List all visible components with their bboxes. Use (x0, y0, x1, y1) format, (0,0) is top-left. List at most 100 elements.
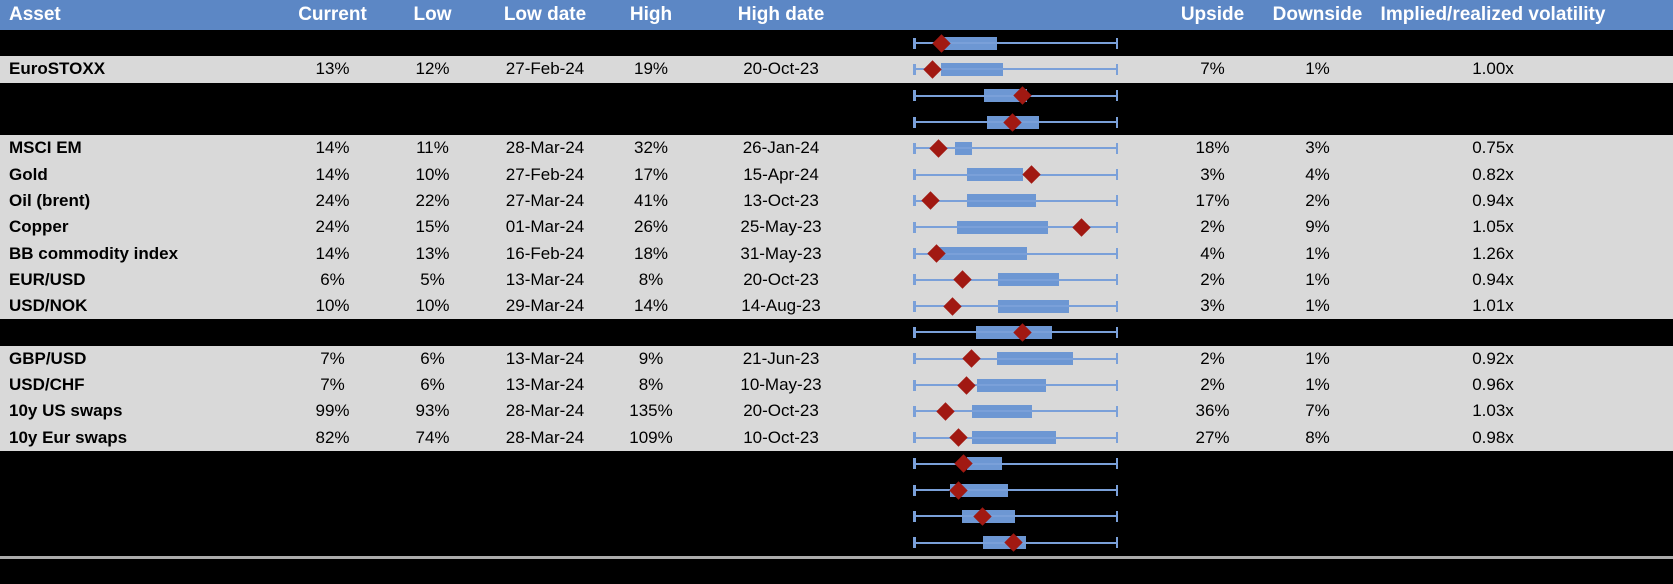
upside-cell (1160, 451, 1265, 477)
boxplot-right-cap (1115, 537, 1118, 549)
boxplot-whisker-line (913, 147, 1118, 150)
high-cell: 19% (633, 59, 669, 79)
current-cell: 14% (315, 243, 350, 263)
high-cell: 135% (629, 401, 673, 421)
upside-cell: 27% (1195, 427, 1230, 447)
upside-cell: 36% (1195, 401, 1230, 421)
low-date-cell (490, 451, 600, 477)
boxplot (913, 56, 1118, 82)
downside-cell: 1% (1305, 59, 1330, 79)
high-cell (600, 477, 702, 503)
high-cell (600, 451, 702, 477)
column-header-downside: Downside (1272, 4, 1363, 25)
downside-cell: 9% (1305, 217, 1330, 237)
high-date-cell: 13-Oct-23 (743, 190, 819, 210)
boxplot-left-cap (913, 116, 916, 128)
asset-cell (0, 319, 299, 345)
high-cell: 41% (633, 190, 669, 210)
implied-realized-volatility-cell (1370, 503, 1616, 529)
asset-cell: EUR/USD (9, 269, 86, 289)
low-date-cell: 28-Mar-24 (505, 401, 585, 421)
downside-cell: 4% (1305, 164, 1330, 184)
boxplot (913, 451, 1118, 477)
boxplot-left-cap (913, 300, 916, 312)
low-date-cell: 13-Mar-24 (505, 375, 585, 394)
downside-cell (1265, 477, 1370, 503)
current-cell: 14% (315, 164, 350, 184)
high-cell: 14% (633, 296, 669, 316)
upside-cell: 17% (1195, 190, 1230, 210)
current-marker-diamond (942, 296, 962, 316)
boxplot-whisker-line (913, 305, 1118, 308)
current-marker-diamond (949, 428, 969, 447)
downside-cell (1265, 530, 1370, 556)
current-marker-diamond (1072, 218, 1092, 237)
asset-cell (0, 503, 299, 529)
upside-cell: 3% (1200, 164, 1225, 184)
high-cell (600, 109, 702, 135)
low-date-cell: 16-Feb-24 (505, 243, 585, 263)
current-marker-diamond (928, 139, 948, 158)
high-cell (600, 503, 702, 529)
high-date-cell: 20-Oct-23 (743, 269, 819, 289)
boxplot (913, 319, 1118, 345)
high-date-cell (702, 83, 860, 109)
asset-cell: 10y US swaps (9, 401, 123, 421)
current-cell: 24% (315, 217, 350, 237)
current-cell (290, 30, 375, 56)
current-cell: 10% (315, 296, 350, 316)
table-row: Oil (brent) 24% 22% 27-Mar-24 41% 13-Oct… (0, 187, 1673, 215)
high-date-cell: 14-Aug-23 (741, 296, 821, 316)
low-date-cell (490, 503, 600, 529)
boxplot-left-cap (913, 432, 916, 444)
downside-cell: 2% (1305, 190, 1330, 210)
boxplot-right-cap (1115, 169, 1118, 181)
downside-cell (1265, 503, 1370, 529)
implied-realized-volatility-cell: 1.01x (1472, 296, 1514, 316)
low-cell (375, 503, 490, 529)
downside-cell: 1% (1305, 348, 1330, 368)
current-marker-diamond (935, 402, 955, 421)
boxplot-left-cap (913, 326, 916, 338)
boxplot (913, 267, 1118, 293)
implied-realized-volatility-cell (1370, 319, 1616, 345)
boxplot (913, 293, 1118, 319)
boxplot-left-cap (913, 405, 916, 417)
table-row: GBP/USD 7% 6% 13-Mar-24 9% 21-Jun-23 2% … (0, 345, 1673, 372)
high-date-cell: 25-May-23 (740, 217, 822, 237)
boxplot (913, 530, 1118, 556)
downside-cell (1265, 30, 1370, 56)
column-header-implied-realized-volatility: Implied/realized volatility (1380, 4, 1606, 25)
upside-cell (1160, 319, 1265, 345)
high-cell: 18% (633, 243, 669, 263)
boxplot (913, 83, 1118, 109)
boxplot-right-cap (1115, 326, 1118, 338)
boxplot-whisker-line (913, 199, 1118, 202)
upside-cell: 2% (1200, 217, 1225, 237)
implied-realized-volatility-cell: 0.94x (1472, 190, 1514, 210)
upside-cell (1160, 477, 1265, 503)
table-row (0, 82, 1673, 109)
asset-cell: EuroSTOXX (9, 59, 106, 79)
implied-realized-volatility-cell (1370, 530, 1616, 556)
asset-cell: GBP/USD (9, 348, 87, 368)
high-date-cell (702, 477, 860, 503)
table-row: Copper 24% 15% 01-Mar-24 26% 25-May-23 2… (0, 214, 1673, 241)
high-cell: 8% (638, 269, 664, 289)
boxplot-left-cap (913, 484, 916, 496)
implied-realized-volatility-cell: 1.00x (1472, 59, 1514, 79)
table-row: EUR/USD 6% 5% 13-Mar-24 8% 20-Oct-23 2% … (0, 266, 1673, 293)
downside-cell: 7% (1305, 401, 1330, 421)
current-cell: 24% (315, 190, 350, 210)
downside-cell (1265, 451, 1370, 477)
boxplot-whisker-line (913, 515, 1118, 518)
bottom-black-strip (0, 558, 1673, 584)
asset-cell: Copper (9, 217, 69, 237)
upside-cell (1160, 530, 1265, 556)
boxplot (913, 346, 1118, 372)
upside-cell: 4% (1200, 243, 1225, 263)
boxplot-whisker-line (913, 278, 1118, 281)
low-cell (375, 30, 490, 56)
boxplot-right-cap (1115, 90, 1118, 102)
table-row (0, 30, 1673, 57)
